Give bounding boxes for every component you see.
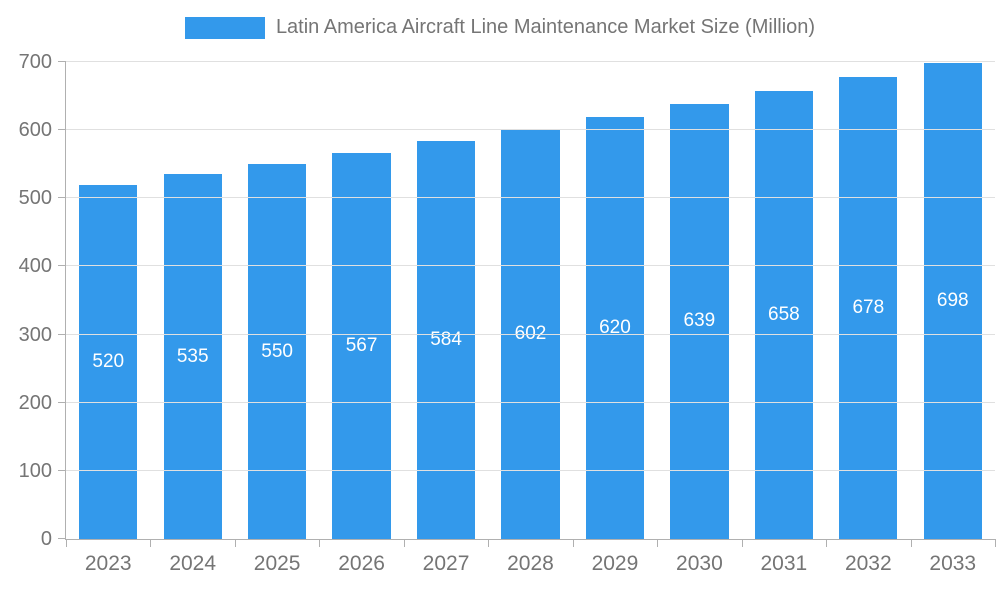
bar-2025: 550	[248, 164, 307, 539]
gridline	[66, 265, 995, 267]
bar-value-label: 584	[430, 329, 462, 351]
y-axis-tick-label: 0	[40, 528, 52, 550]
bar-slot: 678	[826, 62, 910, 539]
bar-2024: 535	[163, 174, 222, 539]
y-axis-tick-label: 200	[18, 391, 52, 414]
chart-title: Latin America Aircraft Line Maintenance …	[275, 16, 816, 38]
y-axis-tick-label: 400	[18, 255, 52, 278]
bar-slot: 602	[488, 62, 572, 539]
x-axis-label-2031: 2031	[760, 552, 808, 575]
x-axis-label-2023: 2023	[84, 552, 132, 575]
y-axis-tick	[58, 197, 66, 199]
bar-2027: 584	[416, 141, 476, 539]
bar-value-label: 658	[768, 303, 800, 325]
y-axis-tick	[58, 129, 66, 131]
x-axis-label-2027: 2027	[422, 552, 470, 575]
legend-swatch	[184, 16, 265, 39]
x-axis-label-2032: 2032	[844, 552, 892, 575]
bar-2032: 678	[839, 77, 898, 539]
gridline	[66, 197, 995, 199]
bar-value-label: 602	[514, 322, 547, 344]
bar-slot: 620	[573, 62, 657, 539]
bar-value-label: 520	[92, 350, 125, 372]
bar-slot: 698	[911, 62, 995, 539]
legend: Latin America Aircraft Line Maintenance …	[0, 16, 1000, 39]
bar-2026: 567	[332, 152, 391, 539]
bar-slot: 520	[66, 62, 150, 539]
x-axis-label-2026: 2026	[338, 552, 385, 575]
bar-value-label: 678	[852, 297, 885, 318]
bar-value-label: 698	[936, 290, 969, 312]
x-axis-tick	[657, 539, 659, 547]
x-axis-tick	[572, 539, 574, 547]
bar-value-label: 639	[683, 310, 716, 332]
bar-2030: 639	[670, 103, 729, 539]
y-axis-tick	[58, 265, 66, 267]
y-axis-tick-label: 600	[18, 119, 52, 142]
x-axis-tick	[488, 539, 490, 547]
plot-area: 520 535 550 567 584 602 620 639 658 678 698 2023 20…	[19, 52, 996, 575]
x-axis-tick	[234, 539, 236, 547]
bar-2033: 698	[923, 63, 982, 539]
x-axis-tick	[319, 539, 321, 547]
gridline	[66, 401, 995, 403]
x-axis-tick	[403, 539, 405, 547]
x-axis-tick	[150, 539, 152, 547]
y-axis-tick	[58, 61, 66, 62]
y-axis-tick	[58, 469, 66, 471]
bar-slot: 639	[657, 62, 741, 539]
x-axis-tick	[910, 539, 912, 547]
bar-value-label: 535	[176, 345, 209, 367]
x-axis-label-2029: 2029	[591, 552, 639, 575]
gridline	[66, 333, 995, 335]
bar-slot: 567	[319, 62, 403, 539]
x-axis-tick	[741, 539, 743, 547]
y-axis-tick-label: 300	[18, 323, 52, 346]
x-axis-label-2024: 2024	[169, 552, 217, 575]
bar-value-label: 550	[261, 340, 293, 362]
gridline	[66, 129, 995, 131]
y-axis-tick	[58, 401, 66, 403]
bars-container: 520 535 550 567 584 602 620 639 658 678 698	[66, 62, 995, 539]
bar-2029: 620	[585, 116, 645, 539]
bar-slot: 584	[404, 62, 488, 539]
x-axis-tick	[995, 539, 996, 547]
y-axis-tick-label: 700	[18, 51, 52, 73]
x-axis-label-2028: 2028	[507, 552, 554, 575]
gridline	[66, 61, 995, 62]
x-axis-tick	[66, 539, 67, 547]
bar-value-label: 567	[345, 334, 378, 356]
y-axis-tick-label: 500	[18, 187, 52, 210]
y-axis-tick	[58, 538, 66, 539]
x-axis-label-2025: 2025	[253, 552, 301, 575]
bar-slot: 658	[742, 62, 826, 539]
bar-value-label: 620	[599, 316, 631, 338]
bar-2031: 658	[754, 90, 813, 539]
gridline	[66, 469, 995, 471]
x-axis-labels: 2023 2024 2025 2026 2027 2028 2029 2030 2031 2032…	[66, 552, 995, 576]
y-axis-tick-label: 100	[18, 459, 52, 482]
x-axis-tick	[826, 539, 828, 547]
y-axis-tick	[58, 333, 66, 335]
x-axis-label-2033: 2033	[929, 552, 977, 575]
bar-slot: 535	[150, 62, 234, 539]
bar-slot: 550	[235, 62, 319, 539]
x-axis-label-2030: 2030	[676, 552, 723, 575]
bar-2023: 520	[79, 184, 138, 539]
